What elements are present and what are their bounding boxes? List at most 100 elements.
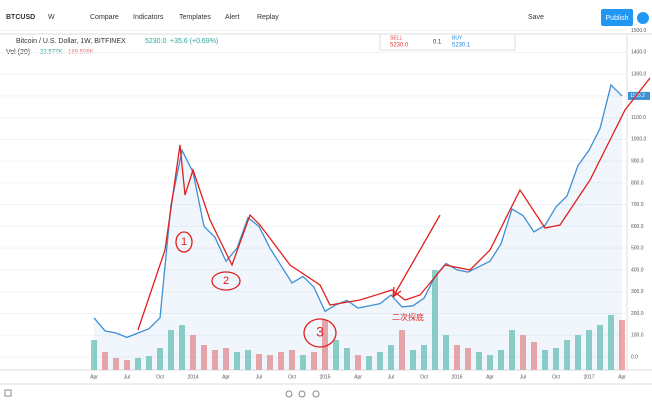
- volume-bar: [212, 350, 218, 370]
- x-tick-label: Jul: [520, 374, 526, 380]
- sell-price[interactable]: 5230.0: [390, 43, 409, 49]
- circle: [175, 231, 193, 253]
- x-tick-label: Jul: [256, 374, 262, 380]
- publish[interactable]: Publish: [606, 15, 629, 22]
- x-tick-label: 2016: [451, 374, 462, 380]
- volume-bar: [586, 330, 592, 370]
- y-tick-label: 1400.0: [631, 50, 647, 56]
- volume-bar: [476, 352, 482, 370]
- indicators[interactable]: Indicators: [133, 14, 164, 21]
- y-tick-label: 1000.0: [631, 137, 647, 143]
- volume-bar: [597, 325, 603, 370]
- x-tick-label: Oct: [420, 374, 428, 380]
- compare[interactable]: Compare: [90, 14, 119, 21]
- volume-bar: [256, 354, 262, 370]
- buy[interactable]: BUY: [452, 35, 463, 41]
- plot: 0.0 100.0 200.0 300.0 400.0 500.0 600.0 700.0 80…: [0, 28, 650, 380]
- templates[interactable]: Templates: [179, 14, 211, 21]
- volume-bar: [443, 335, 449, 370]
- symbol[interactable]: BTCUSD: [6, 14, 35, 21]
- annotation: 2: [223, 275, 229, 287]
- reset[interactable]: [312, 390, 320, 398]
- volume-bar: [619, 320, 625, 370]
- volume-bar: [410, 350, 416, 370]
- volume-bar: [267, 355, 273, 370]
- volume-bar: [564, 340, 570, 370]
- interval[interactable]: W: [48, 14, 55, 21]
- volume-bar: [344, 348, 350, 370]
- zoom-out[interactable]: [285, 390, 293, 398]
- volume-bar: [432, 270, 438, 370]
- zoom-in[interactable]: [298, 390, 306, 398]
- volume-bar: [399, 330, 405, 370]
- y-tick-label: 100.0: [631, 333, 644, 339]
- volume-bar: [278, 352, 284, 370]
- sell[interactable]: SELL: [390, 35, 402, 41]
- legend-title: Bitcoin / U.S. Dollar, 1W, BITFINEX: [16, 38, 126, 45]
- x-tick-label: Oct: [156, 374, 164, 380]
- y-tick-label: 1300.0: [631, 71, 647, 77]
- x-tick-label: 2014: [187, 374, 198, 380]
- volume-bar: [575, 335, 581, 370]
- volume-bar: [223, 348, 229, 370]
- y-tick-label: 500.0: [631, 246, 644, 252]
- legend-price: 5230.0: [145, 38, 167, 45]
- volume-bar: [102, 352, 108, 370]
- arrow: [392, 214, 441, 298]
- publish-button[interactable]: [601, 9, 633, 26]
- buy-price[interactable]: 5230.1: [452, 43, 471, 49]
- annotation: 二次探底: [392, 312, 424, 322]
- volume-bar: [234, 352, 240, 370]
- volume-bar: [135, 358, 141, 370]
- volume-bar: [542, 350, 548, 370]
- volume-bar: [531, 342, 537, 370]
- replay[interactable]: Replay: [257, 14, 279, 21]
- volume-bar: [190, 335, 196, 370]
- price-line: [93, 83, 623, 339]
- y-tick-label: 400.0: [631, 267, 644, 273]
- y-tick-label: 1500.0: [631, 28, 647, 34]
- last-price-label: 1195.2: [630, 93, 645, 99]
- bottom-tools: [4, 389, 320, 398]
- volume-bar: [300, 355, 306, 370]
- x-tick-label: Apr: [618, 374, 626, 380]
- volume-bar: [465, 348, 471, 370]
- trend-sketch: [137, 77, 651, 331]
- legend-change: +35.6 (+0.69%): [170, 38, 218, 45]
- volume-bar: [520, 335, 526, 370]
- x-tick-label: Jul: [124, 374, 130, 380]
- x-tick-label: Apr: [354, 374, 362, 380]
- volume-bar: [146, 356, 152, 370]
- volume-bar: [289, 350, 295, 370]
- volume-bar: [421, 345, 427, 370]
- volume-bar: [201, 345, 207, 370]
- hand-annotations: [137, 77, 651, 348]
- quantity[interactable]: 0.1: [433, 40, 442, 46]
- volume-bar: [388, 345, 394, 370]
- x-tick-label: Apr: [486, 374, 494, 380]
- volume-bar: [454, 345, 460, 370]
- x-tick-label: Apr: [90, 374, 98, 380]
- volume-bar: [498, 350, 504, 370]
- y-tick-label: 600.0: [631, 224, 644, 230]
- save[interactable]: Save: [528, 14, 544, 21]
- y-tick-label: 0.0: [631, 354, 638, 360]
- panel-toggle[interactable]: [4, 389, 12, 397]
- volume-bar: [311, 352, 317, 370]
- x-tick-label: 2015: [319, 374, 330, 380]
- x-tick-label: Oct: [552, 374, 560, 380]
- circle: [211, 271, 241, 291]
- annotation: 1: [181, 236, 187, 248]
- volume-bar: [553, 348, 559, 370]
- volume-bar: [91, 340, 97, 370]
- annotation: 3: [316, 324, 324, 340]
- volume-bar: [608, 315, 614, 370]
- last-price-box: [628, 91, 650, 100]
- volume-bar: [509, 330, 515, 370]
- fullscreen[interactable]: [637, 12, 649, 24]
- alert[interactable]: Alert: [225, 14, 239, 21]
- volume-bar: [487, 355, 493, 370]
- volume-bar: [322, 320, 328, 370]
- circle: [303, 318, 337, 348]
- volume-bar: [113, 358, 119, 370]
